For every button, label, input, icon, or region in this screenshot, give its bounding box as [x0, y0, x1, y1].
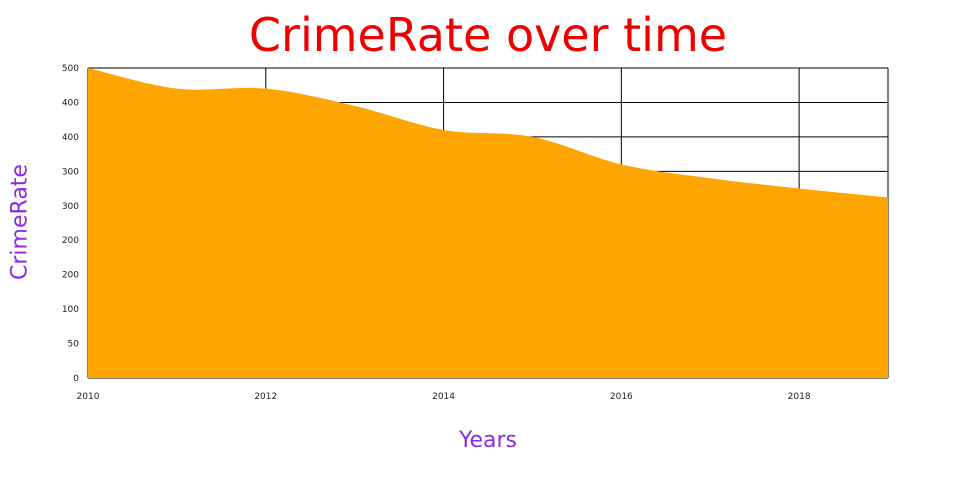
area-series [88, 68, 888, 378]
x-axis-label: Years [458, 428, 518, 453]
y-tick-label: 300 [62, 167, 79, 177]
y-tick-label: 400 [62, 98, 79, 108]
area-fill [88, 68, 888, 378]
y-tick-label: 0 [73, 374, 79, 384]
tick-labels: 0 50 100 200 200 300 300 400 400 500 2010 2012 2014 2… [62, 64, 811, 402]
x-tick-label: 2018 [788, 392, 811, 402]
x-tick-label: 2012 [254, 392, 277, 402]
y-tick-label: 100 [62, 305, 79, 315]
y-tick-label: 200 [62, 271, 79, 281]
y-tick-label: 500 [62, 64, 79, 74]
y-tick-label: 400 [62, 133, 79, 143]
y-tick-label: 50 [68, 340, 80, 350]
x-tick-label: 2014 [432, 392, 455, 402]
x-tick-label: 2016 [610, 392, 633, 402]
chart-title: CrimeRate over time [248, 8, 728, 62]
x-tick-label: 2010 [77, 392, 100, 402]
y-tick-label: 200 [62, 236, 79, 246]
y-tick-label: 300 [62, 202, 79, 212]
